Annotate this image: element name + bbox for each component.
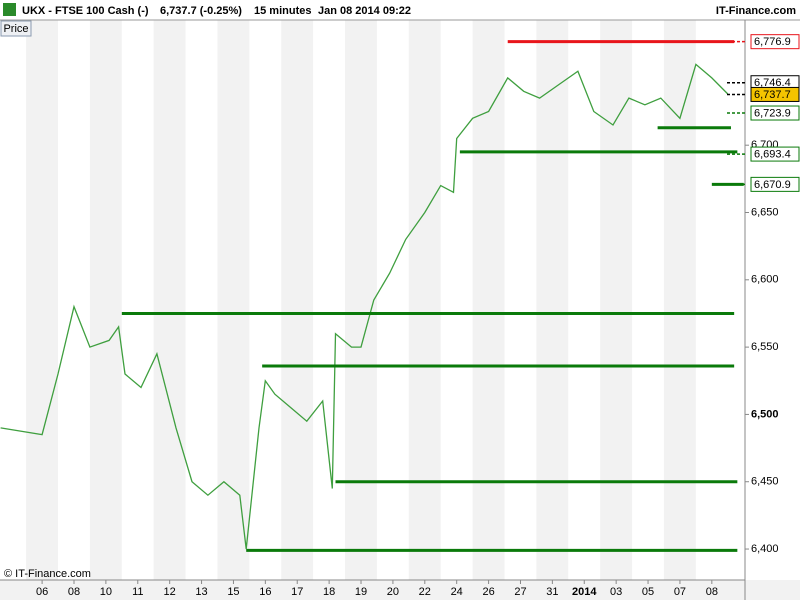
x-tick-label: 31 bbox=[546, 586, 558, 598]
x-tick-label: 08 bbox=[706, 586, 718, 598]
day-stripe bbox=[663, 20, 696, 580]
x-tick-label: 11 bbox=[132, 586, 143, 598]
day-stripe bbox=[217, 20, 250, 580]
y-tick-label: 6,400 bbox=[751, 543, 779, 555]
price-label-box bbox=[750, 86, 800, 102]
price-button[interactable] bbox=[0, 20, 32, 37]
y-tick-label: 6,600 bbox=[751, 274, 779, 286]
price-label-box bbox=[750, 176, 800, 192]
price-label: 6,693.4 bbox=[754, 148, 791, 160]
y-tick-label: 6,550 bbox=[751, 341, 779, 353]
x-tick-label: 10 bbox=[100, 586, 112, 598]
price-line bbox=[0, 63, 729, 550]
day-stripe bbox=[472, 20, 505, 580]
y-tick-label: 6,650 bbox=[751, 206, 779, 218]
day-stripe bbox=[26, 20, 58, 580]
x-tick-label: 2014 bbox=[572, 586, 597, 598]
x-tick-label: 13 bbox=[195, 586, 207, 598]
x-tick-label: 06 bbox=[36, 586, 48, 598]
x-tick-label: 12 bbox=[164, 586, 176, 598]
x-tick-label: 08 bbox=[68, 586, 80, 598]
price-label: 6,737.7 bbox=[754, 89, 791, 101]
x-tick-label: 22 bbox=[419, 586, 431, 598]
x-tick-label: 27 bbox=[514, 586, 526, 598]
price-label-box bbox=[750, 146, 800, 162]
price-label: 6,723.9 bbox=[754, 107, 791, 119]
header-bar bbox=[0, 0, 800, 20]
y-tick-label: 6,450 bbox=[751, 476, 779, 488]
copyright: © IT-Finance.com bbox=[4, 568, 91, 580]
site: IT-Finance.com bbox=[716, 5, 796, 17]
x-tick-label: 26 bbox=[482, 586, 494, 598]
x-tick-label: 20 bbox=[387, 586, 399, 598]
price-label: 6,776.9 bbox=[754, 36, 791, 48]
day-stripe bbox=[153, 20, 186, 580]
y-tick-label: 6,500 bbox=[751, 408, 779, 420]
x-tick-label: 16 bbox=[259, 586, 271, 598]
interval: 15 minutes bbox=[254, 5, 311, 17]
x-tick-label: 05 bbox=[642, 586, 654, 598]
logo-icon bbox=[3, 3, 16, 16]
x-tick-label: 19 bbox=[355, 586, 367, 598]
price-label: 6,670.9 bbox=[754, 179, 791, 191]
x-tick-label: 24 bbox=[451, 586, 463, 598]
x-tick-label: 15 bbox=[227, 586, 239, 598]
day-stripe bbox=[408, 20, 441, 580]
price-label-box bbox=[750, 105, 800, 121]
instrument: UKX - FTSE 100 Cash (-) bbox=[22, 5, 149, 17]
price-label: 6,746.4 bbox=[754, 77, 791, 89]
x-tick-label: 07 bbox=[674, 586, 686, 598]
day-stripe bbox=[89, 20, 122, 580]
day-stripe bbox=[600, 20, 633, 580]
x-tick-label: 18 bbox=[323, 586, 335, 598]
timestamp: Jan 08 2014 09:22 bbox=[318, 5, 411, 17]
x-tick-label: 17 bbox=[291, 586, 303, 598]
day-stripe bbox=[536, 20, 569, 580]
day-stripe bbox=[345, 20, 377, 580]
price-button-label[interactable]: Price bbox=[3, 23, 28, 35]
quote: 6,737.7 (-0.25%) bbox=[160, 5, 242, 17]
price-label-box bbox=[750, 34, 800, 50]
x-axis-bar bbox=[0, 580, 800, 600]
x-tick-label: 03 bbox=[610, 586, 622, 598]
day-stripe bbox=[281, 20, 314, 580]
